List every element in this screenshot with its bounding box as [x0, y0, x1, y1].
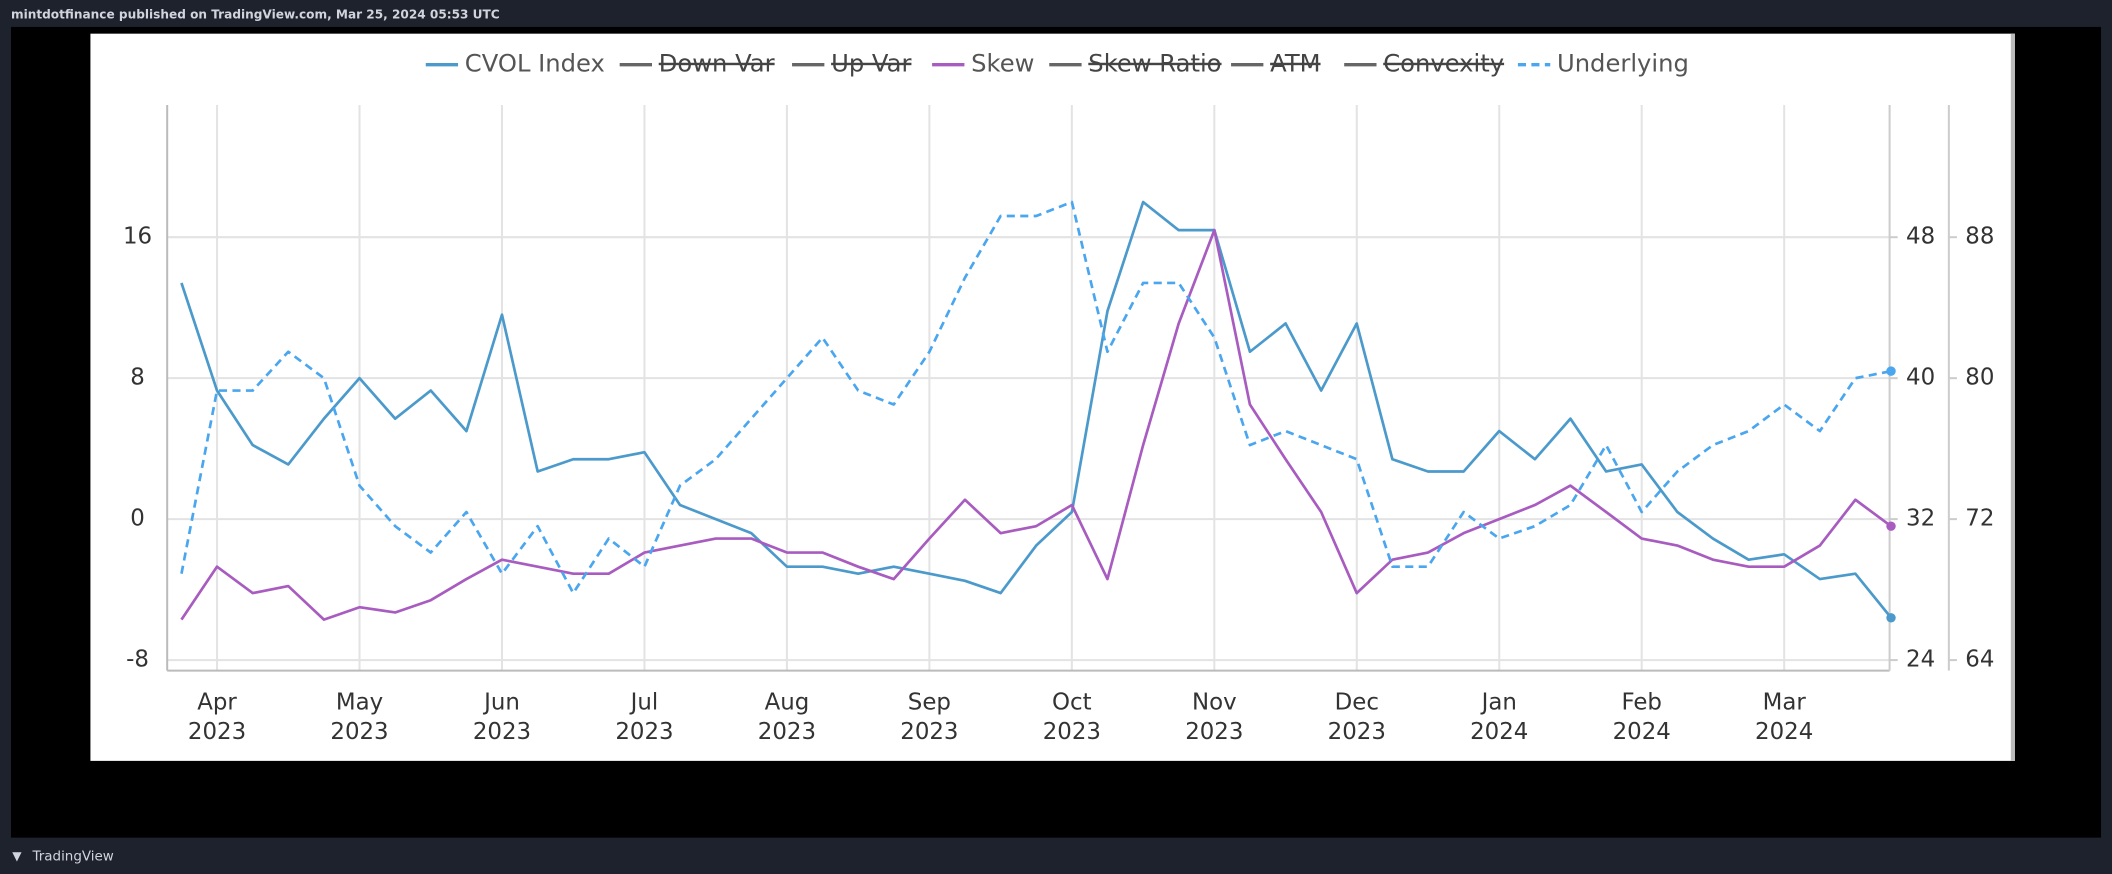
x-tick-year: 2023 — [1043, 719, 1101, 745]
series-line — [180, 228, 1892, 621]
x-tick-year: 2023 — [188, 719, 246, 745]
y3-tick-label: 64 — [1965, 647, 1994, 673]
x-tick-label: Jun — [482, 689, 520, 715]
series-line — [180, 200, 1892, 595]
legend-label: Underlying — [1557, 49, 1689, 78]
x-tick-label: Oct — [1052, 689, 1092, 715]
y2-tick-label: 48 — [1906, 224, 1935, 250]
legend-label: Up Var — [831, 49, 911, 78]
y-tick-label: 16 — [123, 224, 152, 250]
legend-label: Skew — [971, 49, 1034, 78]
plot: Apr 2023 May 2023 Jun 2023 Jul 2023 Aug 2023 Sep 20… — [123, 49, 1994, 745]
legend-label: Skew Ratio — [1088, 49, 1221, 78]
legend-label: ATM — [1270, 49, 1320, 78]
chart-edge — [2010, 33, 2015, 761]
x-tick-year: 2023 — [1185, 719, 1243, 745]
logo-mark: ▼ — [12, 849, 22, 863]
x-tick-year: 2023 — [473, 719, 531, 745]
x-tick-label: Jan — [1480, 689, 1517, 715]
y-tick-label: -8 — [126, 647, 149, 673]
end-dot — [1886, 366, 1896, 376]
x-tick-year: 2023 — [1328, 719, 1386, 745]
x-tick-label: Nov — [1192, 689, 1237, 715]
y2-tick-label: 40 — [1906, 365, 1935, 391]
legend-label: Down Var — [659, 49, 775, 78]
y-tick-label: 8 — [130, 365, 145, 391]
x-tick-label: Dec — [1335, 689, 1379, 715]
x-tick-label: Sep — [908, 689, 951, 715]
legend-label: CVOL Index — [465, 49, 605, 78]
x-tick-label: Feb — [1621, 689, 1662, 715]
y3-tick-label: 72 — [1965, 506, 1994, 532]
x-tick-year: 2024 — [1613, 719, 1671, 745]
y3-tick-label: 88 — [1965, 224, 1994, 250]
x-tick-year: 2023 — [900, 719, 958, 745]
x-tick-year: 2024 — [1470, 719, 1528, 745]
x-tick-label: Jul — [629, 689, 659, 715]
end-dot — [1886, 521, 1896, 531]
legend-label: Convexity — [1383, 49, 1504, 78]
y2-tick-label: 32 — [1906, 506, 1935, 532]
y2-tick-label: 24 — [1906, 647, 1935, 673]
x-tick-year: 2023 — [758, 719, 816, 745]
y-tick-label: 0 — [130, 506, 145, 532]
x-tick-label: Apr — [197, 689, 237, 715]
brand[interactable]: TradingView — [32, 849, 114, 864]
end-dot — [1886, 613, 1896, 623]
chart-background — [90, 33, 2015, 761]
x-tick-label: May — [336, 689, 383, 715]
y3-tick-label: 80 — [1965, 365, 1994, 391]
x-tick-year: 2024 — [1755, 719, 1813, 745]
x-tick-label: Mar — [1763, 689, 1807, 715]
publish-info: mintdotfinance published on TradingView.… — [11, 7, 500, 21]
series-line — [180, 200, 1893, 619]
x-tick-year: 2023 — [615, 719, 673, 745]
x-tick-year: 2023 — [330, 719, 388, 745]
x-tick-label: Aug — [765, 689, 810, 715]
